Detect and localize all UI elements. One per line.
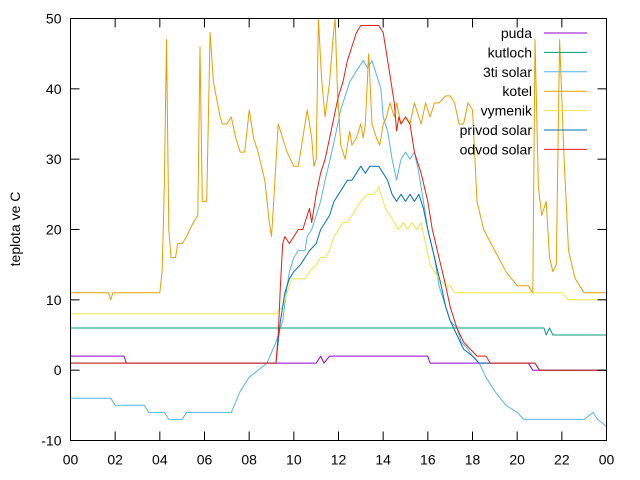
series-line-puda bbox=[70, 355, 607, 371]
series-line-vymenik bbox=[70, 186, 607, 315]
x-tick-label: 14 bbox=[375, 452, 391, 468]
legend: puda kutloch 3ti solar kotel vymenik privod s… bbox=[460, 25, 587, 157]
series-line-privod-solar bbox=[70, 165, 607, 371]
x-tick-label: 08 bbox=[241, 452, 257, 468]
y-axis-title: teplota ve C bbox=[7, 192, 23, 267]
x-tick-label: 02 bbox=[107, 452, 123, 468]
plot-frame bbox=[70, 18, 607, 441]
x-tick-label: 16 bbox=[420, 452, 436, 468]
series-layer bbox=[70, 18, 607, 427]
x-tick-label: 00 bbox=[63, 452, 79, 468]
series-line-kotel bbox=[70, 18, 607, 301]
legend-label: puda bbox=[501, 25, 532, 41]
y-tick-label: 30 bbox=[46, 151, 62, 167]
x-tick-label: 10 bbox=[286, 452, 302, 468]
y-tick-label: 0 bbox=[54, 362, 62, 378]
x-tick-label: 20 bbox=[509, 452, 525, 468]
y-tick-label: 20 bbox=[46, 222, 62, 238]
x-tick-label: 04 bbox=[152, 452, 168, 468]
y-tick-label: 40 bbox=[46, 81, 62, 97]
x-tick-label: 06 bbox=[197, 452, 213, 468]
x-tick-label: 12 bbox=[331, 452, 347, 468]
y-tick-label: 10 bbox=[46, 292, 62, 308]
legend-label: odvod solar bbox=[460, 141, 533, 157]
legend-label: kutloch bbox=[488, 44, 532, 60]
x-tick-label: 00 bbox=[599, 452, 615, 468]
legend-label: kotel bbox=[502, 83, 532, 99]
x-tick-label: 18 bbox=[465, 452, 481, 468]
legend-label: vymenik bbox=[481, 103, 533, 119]
ticks-layer: -10 0 10 20 30 40 50 00 02 04 06 08 10 12 14 16 18 20 22 00 bbox=[41, 11, 614, 468]
series-line-odvod-solar bbox=[70, 25, 607, 371]
legend-label: privod solar bbox=[460, 122, 533, 138]
legend-label: 3ti solar bbox=[483, 64, 532, 80]
x-tick-label: 22 bbox=[554, 452, 570, 468]
y-tick-label: -10 bbox=[41, 433, 61, 449]
y-tick-label: 50 bbox=[46, 11, 62, 27]
series-line-kutloch bbox=[70, 327, 607, 336]
